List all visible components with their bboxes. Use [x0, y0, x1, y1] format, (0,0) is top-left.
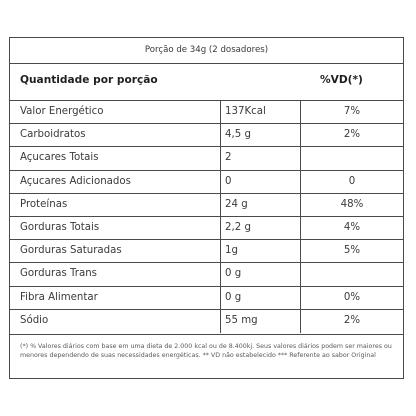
nutrient-amount: 1g: [225, 245, 238, 257]
nutrient-amount: 24 g: [225, 198, 248, 210]
nutrient-name: Gorduras Trans: [20, 268, 97, 280]
nutrient-daily-value: 2%: [343, 129, 361, 141]
nutrient-daily-value: 7%: [343, 106, 361, 117]
nutrient-amount: 55 mg: [225, 314, 258, 326]
table-row: Gorduras Totais 2,2 g 4%: [10, 217, 403, 241]
nutrient-amount: 2: [225, 152, 232, 164]
footnote: (*) % Valores diários com base em uma di…: [10, 334, 403, 378]
divider: [10, 63, 403, 64]
table-row: Fibra Alimentar 0 g 0%: [10, 287, 403, 310]
nutrient-amount: 0 g: [225, 268, 242, 280]
table-row: Açucares Adicionados 0 0: [10, 171, 403, 194]
portion-size: Porção de 34g (2 dosadores): [144, 45, 269, 55]
nutrient-name: Gorduras Saturadas: [20, 245, 122, 257]
nutrient-amount: 2,2 g: [225, 221, 251, 233]
nutrient-daily-value: 4%: [343, 221, 361, 233]
nutrient-daily-value: 48%: [340, 198, 364, 210]
header-daily-value-label: %VD(*): [320, 74, 363, 86]
table-row: Sódio 55 mg 2%: [10, 310, 403, 333]
nutrient-daily-value: [301, 147, 403, 169]
table-row: Proteínas 24 g 48%: [10, 194, 403, 217]
nutrient-name: Sódio: [20, 314, 49, 326]
divider: [10, 100, 403, 101]
table-row: Açucares Totais 2: [10, 147, 403, 171]
nutrient-name: Carboidratos: [20, 129, 86, 141]
header-quantity-label: Quantidade por porção: [20, 74, 158, 86]
nutrient-amount: 0 g: [225, 291, 242, 303]
nutrient-daily-value: 0: [348, 175, 356, 187]
nutrient-daily-value: [301, 263, 403, 285]
table-row: Carboidratos 4,5 g 2%: [10, 124, 403, 148]
table-row: Valor Energético 137Kcal 7%: [10, 101, 403, 125]
nutrient-daily-value: 0%: [343, 291, 361, 303]
nutrient-amount: 137Kcal: [225, 106, 266, 117]
nutrient-name: Gorduras Totais: [20, 221, 100, 233]
nutrient-amount: 0: [225, 175, 232, 187]
nutrient-name: Açucares Adicionados: [20, 175, 131, 187]
table-row: Gorduras Saturadas 1g 5%: [10, 240, 403, 264]
nutrient-daily-value: 5%: [343, 245, 361, 257]
nutrient-name: Valor Energético: [20, 106, 104, 117]
nutrient-daily-value: 2%: [343, 314, 361, 326]
nutrient-name: Açucares Totais: [20, 152, 99, 164]
column-divider: [220, 101, 221, 333]
table-row: Gorduras Trans 0 g: [10, 263, 403, 287]
nutrient-rows: Valor Energético 137Kcal 7% Carboidratos…: [10, 101, 403, 333]
nutrient-name: Proteínas: [20, 198, 68, 210]
column-divider: [300, 101, 301, 333]
table-header: Quantidade por porção %VD(*): [10, 63, 403, 101]
nutrient-name: Fibra Alimentar: [20, 291, 98, 303]
nutrient-amount: 4,5 g: [225, 129, 251, 141]
nutrition-facts-table: Porção de 34g (2 dosadores) Quantidade p…: [9, 37, 404, 379]
